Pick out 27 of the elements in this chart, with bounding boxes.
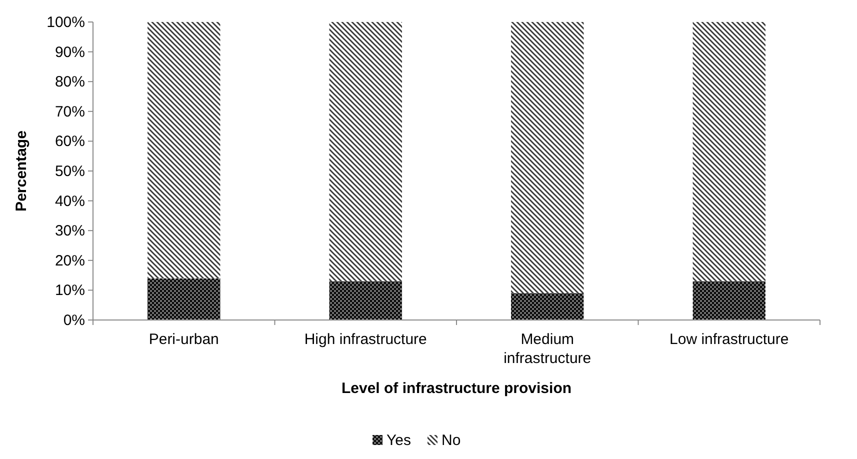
y-tick-label: 80% (54, 74, 85, 91)
y-tick-label: 10% (54, 282, 85, 300)
bar (511, 22, 584, 294)
y-tick-label: 100% (46, 14, 85, 31)
legend-label: No (442, 432, 461, 449)
x-tick-label: Low infrastructure (670, 331, 789, 348)
y-axis-title: Percentage (13, 130, 30, 212)
y-tick-label: 90% (54, 44, 85, 61)
x-tick-label: Peri-urban (148, 331, 219, 348)
y-tick-label: 40% (54, 192, 85, 210)
y-tick-label: 20% (54, 252, 85, 270)
bar (148, 22, 220, 278)
bar (329, 281, 402, 320)
x-tick-label: Medium infrastructure (504, 331, 592, 367)
y-tick-label: 60% (54, 133, 85, 150)
bar (329, 22, 402, 282)
bar (692, 281, 766, 320)
y-tick-label: 30% (54, 222, 85, 240)
bar (511, 293, 584, 320)
y-tick-label: 0% (63, 312, 85, 329)
x-axis-title: Level of infrastructure provision (341, 380, 572, 397)
y-tick-label: 50% (54, 163, 85, 180)
x-tick-label: High infrastructure (304, 331, 427, 348)
bar (692, 22, 766, 282)
y-tick-label: 70% (54, 103, 85, 120)
legend-label: Yes (386, 432, 411, 449)
bar (148, 278, 220, 320)
